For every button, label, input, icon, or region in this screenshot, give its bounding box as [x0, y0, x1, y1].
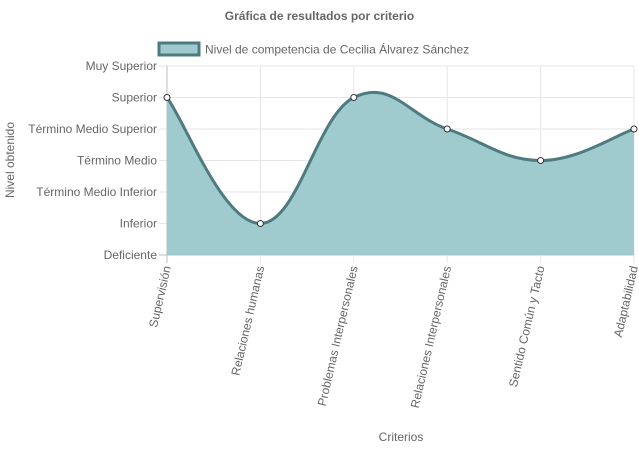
y-tick-label: Término Medio — [77, 154, 157, 168]
y-tick-label: Deficiente — [104, 248, 158, 262]
legend-swatch — [157, 41, 201, 57]
series-area-fill — [167, 92, 634, 255]
x-tick-label: Relaciones humanas — [228, 265, 267, 377]
y-tick-label: Superior — [112, 91, 157, 105]
legend[interactable]: Nivel de competencia de Cecilia Álvarez … — [157, 41, 469, 57]
x-tick-label: Problemas Interpersonales — [315, 265, 361, 408]
y-tick-label: Término Medio Superior — [28, 122, 157, 136]
chart-title: Gráfica de resultados por criterio — [225, 9, 414, 23]
data-point[interactable] — [537, 157, 545, 164]
data-point[interactable] — [443, 125, 451, 133]
x-tick-label: Adaptabilidad — [611, 265, 639, 339]
data-point[interactable] — [630, 125, 638, 133]
data-area-layer — [165, 90, 635, 255]
data-points[interactable] — [163, 94, 638, 227]
legend-label: Nivel de competencia de Cecilia Álvarez … — [205, 42, 469, 57]
data-point[interactable] — [256, 220, 264, 227]
y-tick-label: Término Medio Inferior — [36, 185, 157, 199]
x-tick-label: Relaciones Interpersonales — [408, 265, 454, 410]
y-tick-label: Muy Superior — [86, 59, 157, 73]
x-axis-title: Criterios — [379, 430, 424, 444]
x-axis-ticks: Supervisión Relaciones humanas Problemas I… — [146, 264, 639, 409]
y-axis-ticks: Deficiente Inferior Término Medio Inferior… — [28, 59, 157, 262]
data-point[interactable] — [350, 94, 358, 101]
y-axis-title: Nivel obtenido — [3, 122, 17, 198]
x-tick-label: Supervisión — [146, 265, 174, 329]
x-tick-label: Sentido Común y Tacto — [506, 264, 548, 388]
y-tick-label: Inferior — [120, 217, 157, 231]
data-point[interactable] — [163, 94, 171, 101]
